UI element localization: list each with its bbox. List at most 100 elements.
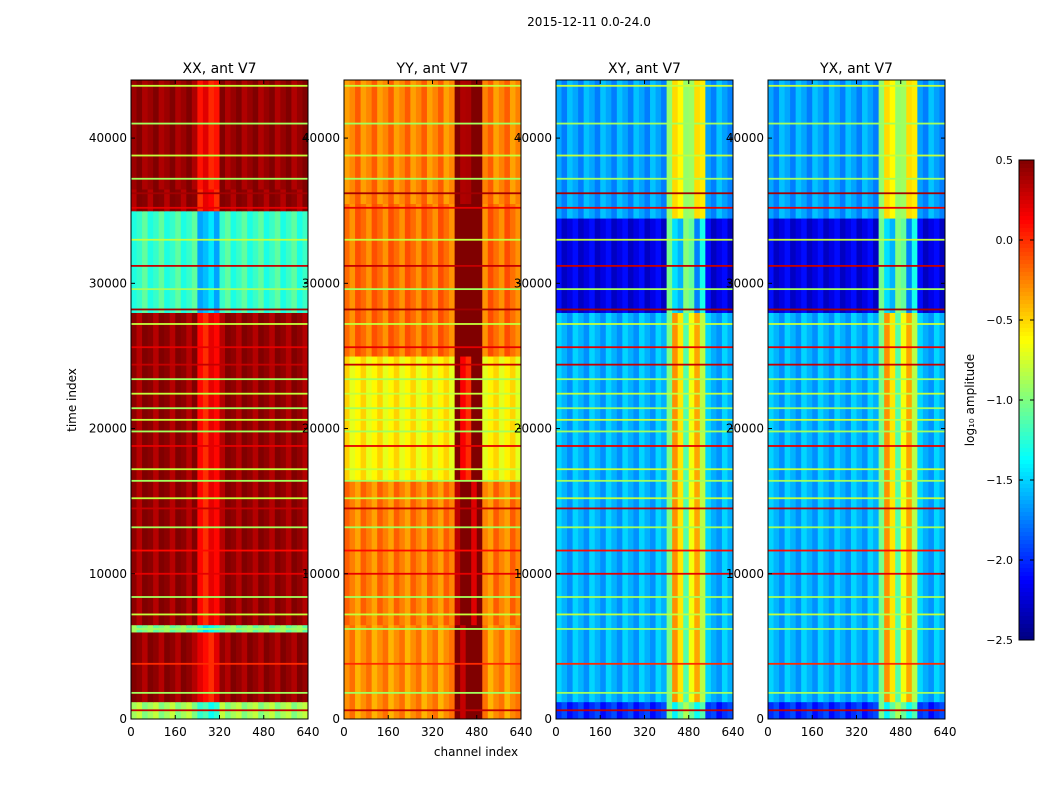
heatmap-cell xyxy=(360,80,367,205)
colorbar-segment xyxy=(1019,616,1034,621)
heatmap-cell xyxy=(147,188,154,212)
colorbar-segment xyxy=(1019,600,1034,605)
heatmap-cell xyxy=(911,312,918,703)
colorbar-segment xyxy=(1019,344,1034,349)
heatmap-cell xyxy=(454,624,461,719)
heatmap-cell xyxy=(213,210,221,313)
x-tick-label: 640 xyxy=(297,725,320,739)
heatmap-cell xyxy=(388,624,395,719)
heatmap-cell xyxy=(142,210,149,313)
colorbar-segment xyxy=(1019,596,1034,601)
heatmap-cell xyxy=(867,80,874,219)
x-tick-label: 0 xyxy=(127,725,135,739)
heatmap-cell xyxy=(487,80,494,205)
heatmap-cell xyxy=(611,312,618,703)
flagged-row xyxy=(768,468,945,471)
flagged-row xyxy=(344,613,521,616)
flagged-row xyxy=(131,497,308,500)
heatmap-cell xyxy=(460,355,467,480)
heatmap-cell xyxy=(900,80,907,219)
colorbar-segment xyxy=(1019,404,1034,409)
colorbar-segment xyxy=(1019,472,1034,477)
heatmap-cell xyxy=(465,624,472,719)
heatmap-cell xyxy=(471,80,478,205)
flagged-row xyxy=(556,549,733,552)
heatmap-cell xyxy=(366,624,373,719)
colorbar-segment xyxy=(1019,360,1034,365)
heatmap-cell xyxy=(219,188,226,212)
heatmap-cell xyxy=(219,80,226,190)
heatmap-cell xyxy=(567,312,574,703)
heatmap-cell xyxy=(465,203,472,357)
heatmap-cell xyxy=(493,80,500,205)
heatmap-cell xyxy=(504,80,511,205)
flagged-row xyxy=(344,206,521,209)
heatmap-cell xyxy=(498,355,506,480)
colorbar-segment xyxy=(1019,544,1034,549)
colorbar-segment xyxy=(1019,336,1034,341)
heatmap-cell xyxy=(355,479,362,626)
heatmap-cell xyxy=(213,188,221,212)
heatmap-cell xyxy=(285,188,293,212)
heatmap-cell xyxy=(241,631,248,703)
flagged-row xyxy=(556,507,733,510)
colorbar-segment xyxy=(1019,424,1034,429)
colorbar-segment xyxy=(1019,312,1034,317)
colorbar-segment xyxy=(1019,332,1034,337)
heatmap-cell xyxy=(213,80,221,190)
heatmap-cell xyxy=(421,80,428,205)
panel-2: YY, ant V7 0 160 320 480 640 0 10000 20000 30000 4… xyxy=(302,61,533,739)
heatmap-cell xyxy=(280,210,287,313)
heatmap-cell xyxy=(263,631,270,703)
flagged-row xyxy=(768,84,945,87)
colorbar-segment xyxy=(1019,452,1034,457)
heatmap-cell xyxy=(388,355,395,480)
heatmap-cell xyxy=(504,479,511,626)
heatmap-cell xyxy=(382,203,389,357)
heatmap-cell xyxy=(236,80,243,190)
heatmap-cell xyxy=(426,479,434,626)
y-tick-label: 10000 xyxy=(89,567,127,581)
flagged-row xyxy=(344,238,521,241)
flagged-row xyxy=(556,709,733,712)
y-tick-label: 30000 xyxy=(302,276,340,290)
heatmap-cell xyxy=(795,80,802,219)
panel-3: XY, ant V7 0 160 320 480 640 0 10000 20000 30000 4… xyxy=(514,61,745,739)
y-tick-label: 40000 xyxy=(89,131,127,145)
heatmap-cell xyxy=(393,355,400,480)
heatmap-cell xyxy=(498,479,506,626)
heatmap-cell xyxy=(164,188,171,212)
colorbar-segment xyxy=(1019,492,1034,497)
heatmap-cell xyxy=(274,80,281,190)
heatmap-cell xyxy=(136,80,143,190)
x-tick-label: 320 xyxy=(633,725,656,739)
figure-suptitle: 2015-12-11 0.0-24.0 xyxy=(527,15,651,29)
panel-title: XX, ant V7 xyxy=(183,61,257,77)
heatmap-cell xyxy=(404,80,411,205)
heatmap-cell xyxy=(768,312,775,703)
colorbar-segment xyxy=(1019,288,1034,293)
heatmap-cell xyxy=(600,312,607,703)
heatmap-cell xyxy=(131,188,138,212)
heatmap-cell xyxy=(208,80,215,190)
colorbar-tick-label: 0.0 xyxy=(996,234,1014,247)
heatmap-cell xyxy=(291,631,298,703)
heatmap-cell xyxy=(784,80,791,219)
heatmap-cell xyxy=(622,80,629,219)
heatmap-cell xyxy=(274,210,281,313)
colorbar-segment xyxy=(1019,564,1034,569)
heatmap-cell xyxy=(509,80,517,205)
heatmap-cell xyxy=(302,188,308,212)
y-tick-label: 0 xyxy=(756,712,764,726)
y-tick-label: 20000 xyxy=(89,422,127,436)
heatmap-cell xyxy=(443,479,450,626)
colorbar-segment xyxy=(1019,184,1034,189)
heatmap-cell xyxy=(393,624,400,719)
flagged-row xyxy=(556,346,733,349)
flagged-row xyxy=(768,363,945,366)
heatmap-cell xyxy=(845,312,852,703)
flagged-row xyxy=(768,445,945,447)
heatmap-cell xyxy=(727,312,733,703)
heatmap-cell xyxy=(371,203,378,357)
